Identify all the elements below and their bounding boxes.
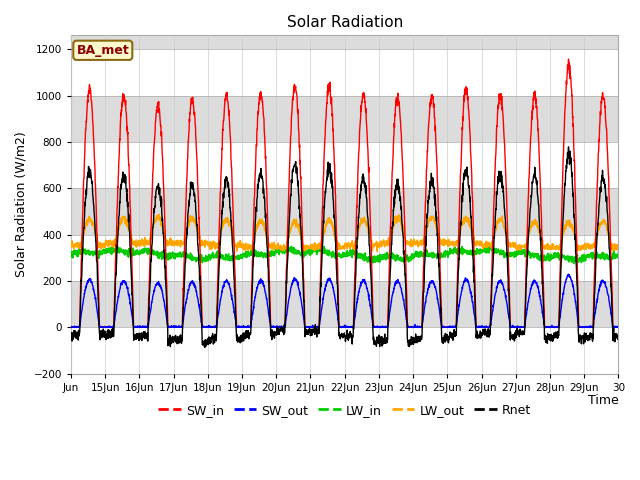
Bar <box>71 235 618 281</box>
Legend: SW_in, SW_out, LW_in, LW_out, Rnet: SW_in, SW_out, LW_in, LW_out, Rnet <box>154 398 536 421</box>
Bar <box>71 281 618 327</box>
Bar <box>71 327 618 374</box>
Bar <box>71 188 618 235</box>
Title: Solar Radiation: Solar Radiation <box>287 15 403 30</box>
Bar <box>71 96 618 142</box>
Text: BA_met: BA_met <box>76 44 129 57</box>
X-axis label: Time: Time <box>588 394 618 407</box>
Bar <box>71 49 618 96</box>
Bar <box>71 142 618 188</box>
Y-axis label: Solar Radiation (W/m2): Solar Radiation (W/m2) <box>15 132 28 277</box>
